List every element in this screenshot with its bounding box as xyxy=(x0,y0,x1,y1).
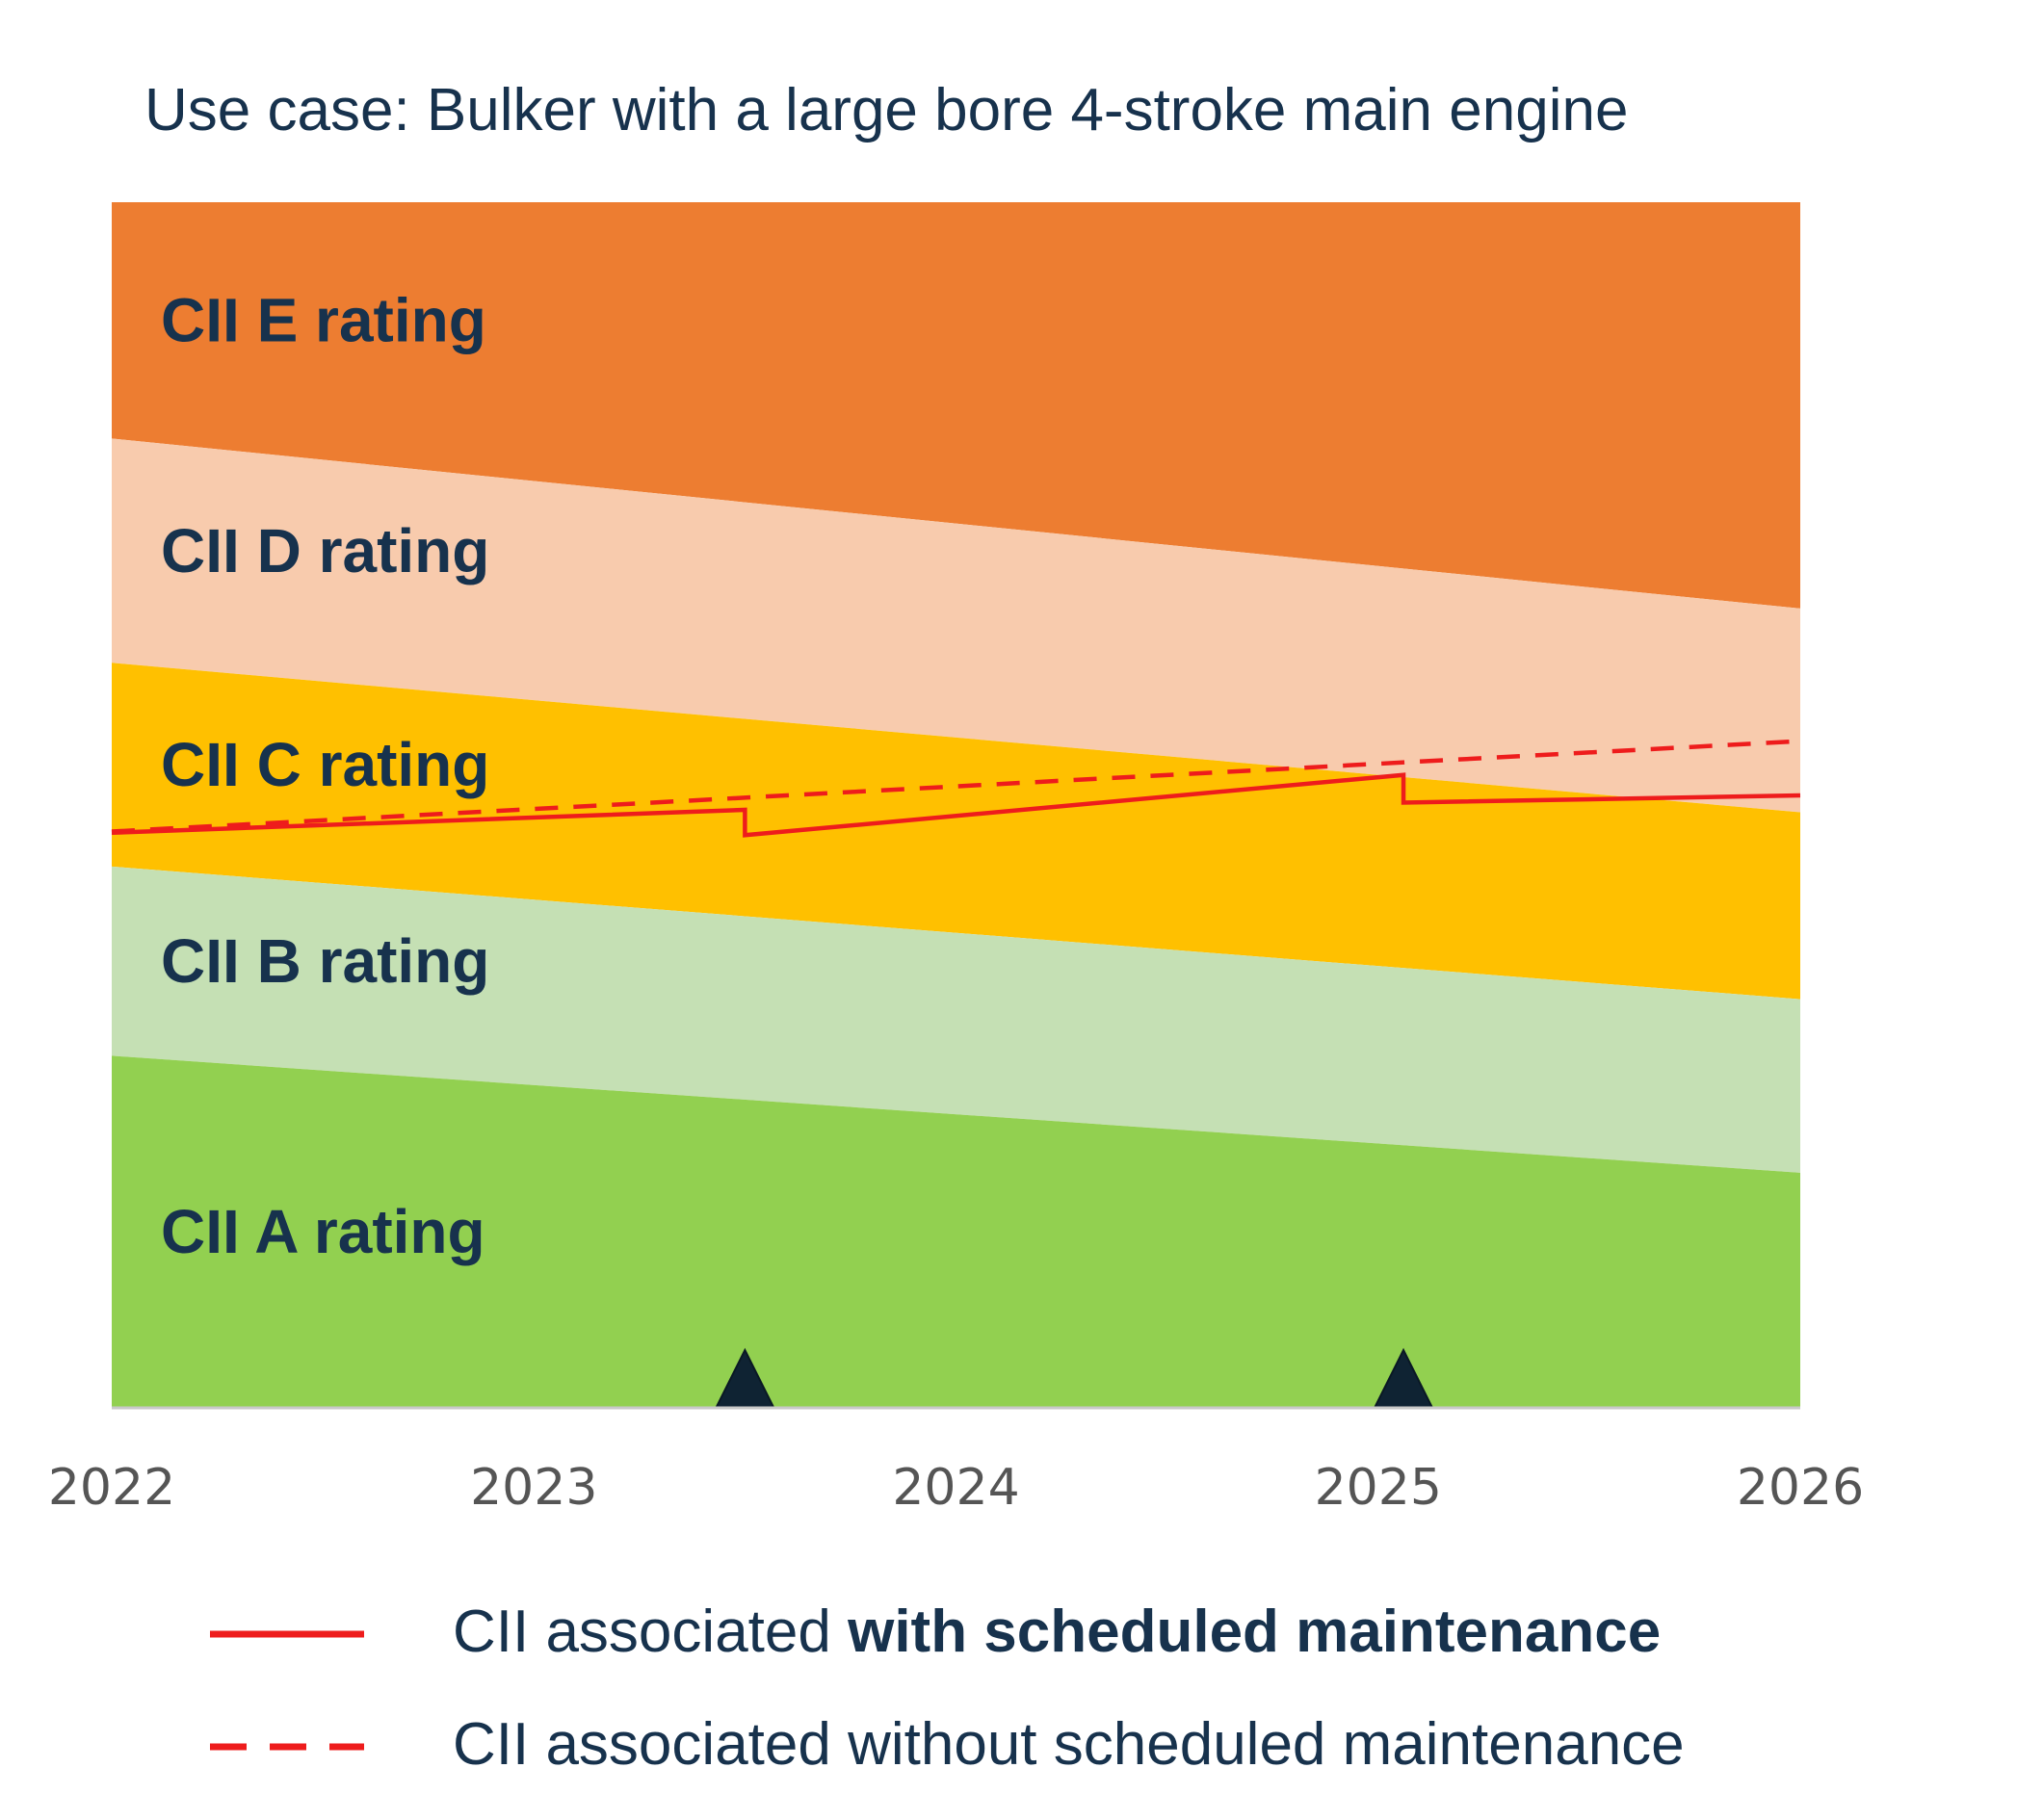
series-lines xyxy=(111,739,1801,838)
legend-entry-text: CII associated without scheduled mainten… xyxy=(453,1711,1685,1778)
series-line-without-maintenance xyxy=(111,739,1801,834)
legend-entry-prefix: CII associated without scheduled mainten… xyxy=(453,1711,1685,1778)
series-line-with-maintenance xyxy=(111,772,1801,838)
x-tick-label: 2024 xyxy=(892,1459,1019,1517)
legend-entry-bold: with scheduled maintenance xyxy=(847,1599,1661,1665)
band-cii-a-rating xyxy=(112,1055,1800,1408)
chart-title: Use case: Bulker with a large bore 4-str… xyxy=(144,77,1628,143)
band-labels: CII E rating CII D rating CII C rating CII … xyxy=(161,286,489,1267)
band-label-cii-b-rating: CII B rating xyxy=(161,926,489,996)
legend: CII associated with scheduled maintenanc… xyxy=(210,1599,1685,1778)
x-tick-label: 2022 xyxy=(48,1459,175,1517)
band-label-cii-d-rating: CII D rating xyxy=(161,516,489,585)
band-label-cii-e-rating: CII E rating xyxy=(161,286,486,355)
band-label-cii-a-rating: CII A rating xyxy=(161,1197,485,1266)
maintenance-markers xyxy=(714,1347,1434,1409)
band-cii-d-rating xyxy=(112,438,1800,813)
x-tick-label: 2025 xyxy=(1315,1459,1442,1517)
x-tick-label: 2023 xyxy=(470,1459,597,1517)
x-axis-ticks: 2022 2023 2024 2025 2026 xyxy=(48,1459,1864,1517)
legend-entry-prefix: CII associated xyxy=(453,1599,848,1665)
band-cii-b-rating xyxy=(112,866,1800,1173)
band-cii-c-rating xyxy=(112,663,1800,1000)
rating-bands xyxy=(112,202,1800,1408)
band-label-cii-c-rating: CII C rating xyxy=(161,730,489,799)
x-tick-label: 2026 xyxy=(1737,1459,1864,1517)
legend-entry-text: CII associated with scheduled maintenanc… xyxy=(453,1599,1661,1665)
band-cii-e-rating xyxy=(112,202,1800,609)
